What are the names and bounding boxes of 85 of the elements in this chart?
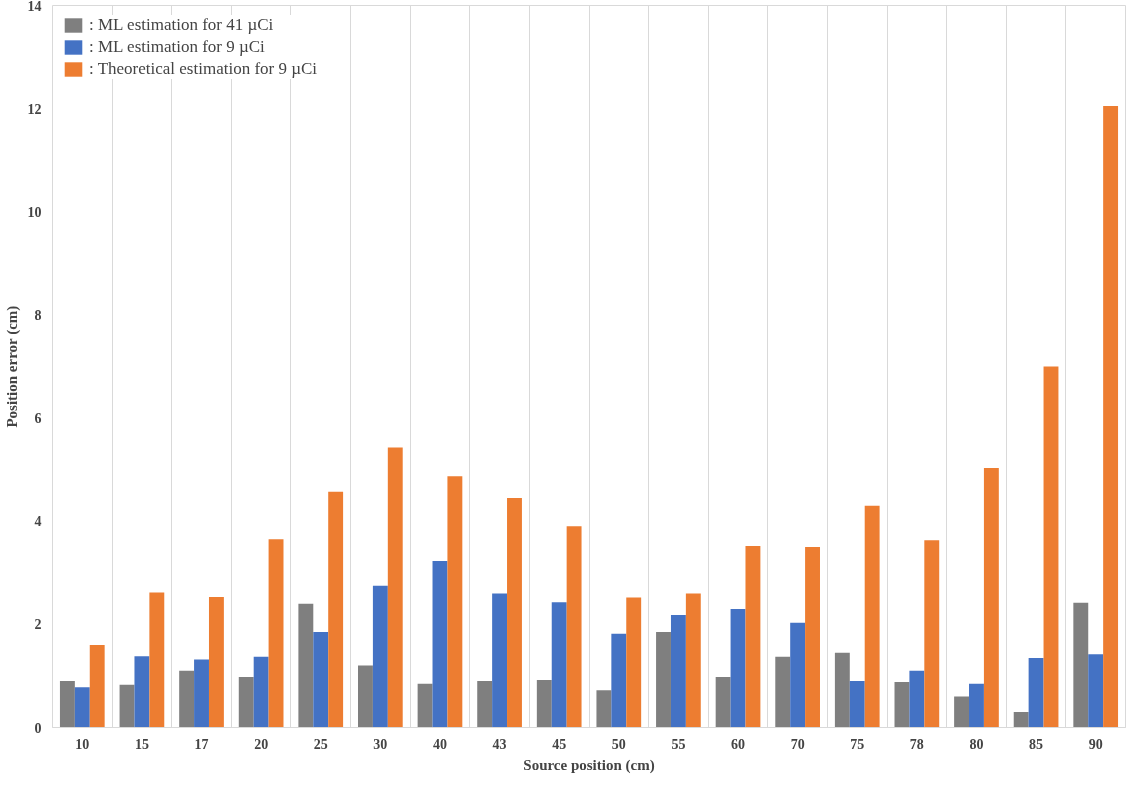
x-tick-label: 10: [75, 736, 90, 752]
y-tick-label: 10: [27, 204, 42, 220]
x-tick-label: 43: [492, 736, 507, 752]
bar: [432, 560, 448, 728]
y-tick-label: 0: [34, 720, 42, 736]
bar: [372, 585, 388, 728]
legend-label: : ML estimation for 41 µCi: [89, 15, 274, 35]
bar: [268, 539, 284, 728]
x-tick-label: 78: [909, 736, 924, 752]
bar: [656, 632, 671, 728]
bar: [611, 633, 627, 728]
x-tick-label: 17: [194, 736, 209, 752]
bar: [194, 659, 209, 728]
x-tick-label: 75: [850, 736, 865, 752]
bar: [715, 676, 731, 728]
bar: [969, 683, 984, 728]
bar: [685, 593, 701, 728]
bar: [551, 602, 567, 728]
bar: [775, 656, 791, 728]
bar: [208, 597, 224, 728]
x-tick-label: 85: [1029, 736, 1044, 752]
bar: [924, 540, 940, 728]
bar: [298, 603, 314, 728]
x-tick-label: 50: [611, 736, 626, 752]
bar: [864, 505, 880, 728]
bar: [417, 683, 433, 728]
bar: [253, 656, 269, 728]
bar: [358, 665, 373, 728]
bar: [238, 676, 254, 728]
bar: [894, 682, 910, 728]
legend-label: : Theoretical estimation for 9 µCi: [89, 59, 318, 79]
bar: [909, 670, 925, 728]
bar: [179, 670, 195, 728]
bar: [745, 545, 761, 728]
x-tick-label: 30: [373, 736, 388, 752]
bar: [670, 615, 686, 728]
bar: [596, 690, 612, 728]
bar: [849, 681, 865, 728]
y-tick-label: 4: [34, 514, 42, 530]
y-tick-label: 6: [34, 411, 42, 427]
y-tick-label: 14: [27, 0, 42, 14]
bar: [1028, 657, 1044, 728]
bar: [536, 680, 552, 728]
x-tick-label: 55: [671, 736, 686, 752]
x-tick-label: 60: [731, 736, 746, 752]
bar: [834, 652, 850, 728]
bar: [1088, 654, 1104, 728]
bar: [983, 468, 999, 728]
bar: [447, 476, 463, 728]
x-tick-label: 90: [1088, 736, 1103, 752]
x-tick-label: 70: [790, 736, 805, 752]
bar: [492, 593, 508, 728]
bar: [328, 491, 344, 728]
bar: [134, 656, 150, 728]
bar: [626, 597, 642, 728]
bar: [387, 447, 403, 728]
bar: [730, 608, 746, 728]
bar: [74, 687, 90, 728]
x-tick-label: 40: [432, 736, 447, 752]
bar: [1043, 366, 1059, 728]
y-tick-label: 2: [34, 617, 42, 633]
bar: [954, 696, 970, 728]
x-tick-label: 25: [313, 736, 328, 752]
bar: [59, 681, 75, 728]
bar: [805, 547, 820, 728]
bar: [89, 644, 105, 728]
x-tick-label: 15: [134, 736, 149, 752]
bar: [566, 526, 582, 728]
bar: [1013, 712, 1029, 728]
y-tick-label: 12: [27, 101, 42, 117]
x-axis-title: Source position (cm): [523, 756, 655, 774]
x-tick-label: 80: [969, 736, 984, 752]
bar: [1073, 602, 1089, 728]
y-axis-title: Position error (cm): [3, 305, 21, 428]
bar: [507, 498, 522, 728]
y-tick-label: 8: [34, 307, 42, 323]
bar: [149, 592, 165, 728]
bar: [790, 622, 806, 728]
x-tick-label: 20: [254, 736, 269, 752]
legend-label: : ML estimation for 9 µCi: [89, 37, 265, 57]
bar: [119, 684, 135, 728]
x-tick-label: 45: [552, 736, 567, 752]
bar: [313, 632, 329, 728]
bar: [1103, 106, 1119, 728]
bar: [477, 681, 493, 728]
